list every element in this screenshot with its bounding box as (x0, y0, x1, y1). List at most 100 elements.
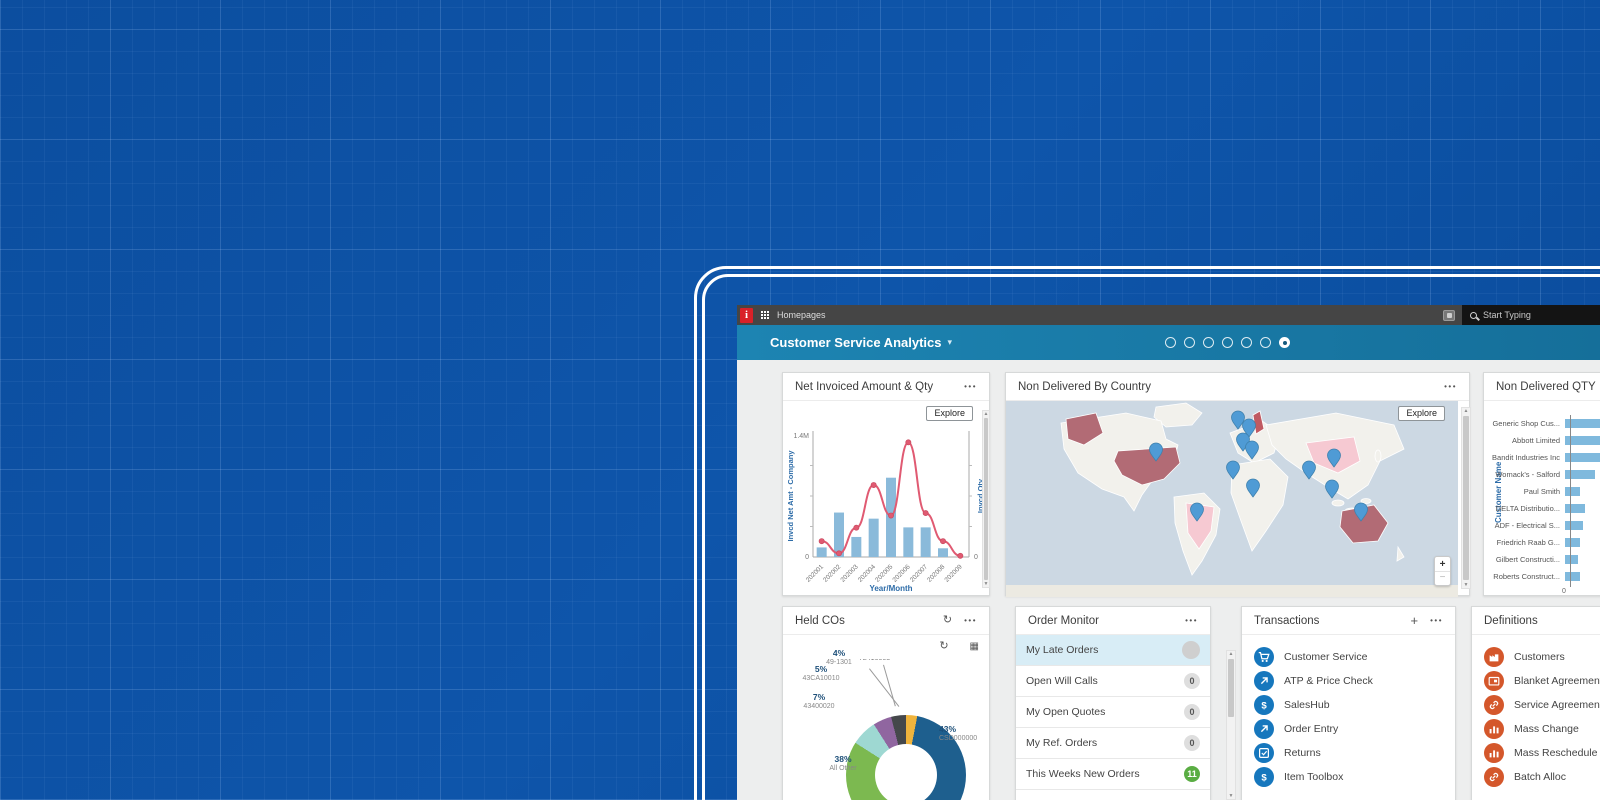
ellipsis-menu-icon[interactable] (1430, 615, 1443, 626)
svg-text:0: 0 (805, 554, 809, 561)
qty-bar (1565, 555, 1578, 564)
qty-bar (1565, 538, 1580, 547)
list-item[interactable]: $ Item Toolbox (1254, 765, 1373, 789)
order-monitor-row[interactable]: This Weeks New Orders 11 (1016, 759, 1210, 790)
map-pin[interactable] (1149, 442, 1163, 462)
qty-row: Generic Shop Cus... (1484, 415, 1600, 432)
widget-order-monitor: Order Monitor My Late Orders Open Will Ca… (1015, 606, 1211, 800)
calendar-icon[interactable] (970, 641, 979, 652)
list-item[interactable]: Blanket Agreements (1484, 669, 1600, 693)
list-item[interactable]: $ SalesHub (1254, 693, 1373, 717)
arrow-up-right-icon (1254, 671, 1274, 691)
widget-scrollbar[interactable] (982, 410, 990, 588)
cart-icon (1254, 647, 1274, 667)
search-box[interactable] (1462, 305, 1600, 325)
carousel-dot[interactable] (1260, 337, 1271, 348)
list-item[interactable]: Customer Service (1254, 645, 1373, 669)
order-monitor-row[interactable]: My Open Quotes 0 (1016, 697, 1210, 728)
svg-text:1.4M: 1.4M (793, 433, 809, 440)
svg-text:202007: 202007 (909, 563, 930, 584)
qty-bar (1565, 419, 1600, 428)
widget-transactions: Transactions Customer Service ATP & Price… (1241, 606, 1456, 800)
list-item[interactable]: Order Entry (1254, 717, 1373, 741)
map-pin[interactable] (1226, 460, 1240, 480)
plus-icon[interactable] (1411, 614, 1419, 628)
qty-row: ADF - Electrical S... (1484, 517, 1600, 534)
widget-title: Non Delivered By Country (1018, 380, 1151, 393)
map-pin[interactable] (1327, 448, 1341, 468)
qty-bar (1565, 521, 1583, 530)
search-input[interactable] (1483, 310, 1583, 320)
ellipsis-menu-icon[interactable] (964, 615, 977, 626)
order-monitor-row[interactable]: Open Will Calls 0 (1016, 666, 1210, 697)
map-pin[interactable] (1245, 440, 1259, 460)
map-pin[interactable] (1231, 410, 1245, 430)
map-pin[interactable] (1325, 479, 1339, 499)
order-row-label: My Open Quotes (1026, 706, 1106, 718)
camera-icon[interactable] (1443, 309, 1455, 321)
carousel-dot[interactable] (1203, 337, 1214, 348)
carousel-dot[interactable] (1184, 337, 1195, 348)
widget-title: Held COs (795, 614, 845, 627)
list-item[interactable]: Batch Alloc (1484, 765, 1600, 789)
list-item-label: Returns (1284, 747, 1321, 759)
donut-label: 43% CSD000000 (939, 724, 978, 742)
map-pin[interactable] (1354, 502, 1368, 522)
refresh-icon[interactable] (939, 641, 948, 652)
svg-text:0: 0 (974, 554, 978, 561)
donut-label: 7% 43400020 (803, 692, 835, 710)
svg-text:202002: 202002 (822, 563, 843, 584)
qty-category-label: Bandit Industries Inc (1492, 453, 1560, 462)
list-item[interactable]: Customers (1484, 645, 1600, 669)
list-item-label: Customer Service (1284, 651, 1368, 663)
carousel-dot[interactable] (1241, 337, 1252, 348)
dollar-icon: $ (1254, 695, 1274, 715)
svg-text:$: $ (1261, 773, 1267, 784)
world-map[interactable] (1006, 401, 1458, 597)
qty-category-label: ADF - Electrical S... (1494, 521, 1560, 530)
list-item[interactable]: Mass Reschedule (1484, 741, 1600, 765)
list-item[interactable]: Mass Change (1484, 717, 1600, 741)
zoom-out-button[interactable]: − (1439, 572, 1446, 583)
zoom-in-button[interactable]: + (1435, 557, 1450, 572)
list-item-label: Batch Alloc (1514, 771, 1566, 783)
map-pin[interactable] (1190, 502, 1204, 522)
list-item[interactable]: Returns (1254, 741, 1373, 765)
explore-button[interactable]: Explore (1398, 406, 1445, 421)
map-pin[interactable] (1302, 460, 1316, 480)
list-item[interactable]: ATP & Price Check (1254, 669, 1373, 693)
refresh-icon[interactable] (943, 615, 952, 626)
qty-row: Paul Smith (1484, 483, 1600, 500)
list-item[interactable]: Service Agreements (1484, 693, 1600, 717)
qty-row: Bandit Industries Inc (1484, 449, 1600, 466)
arrow-up-right-icon (1254, 719, 1274, 739)
app-launcher-icon[interactable] (761, 311, 769, 319)
qty-row: DELTA Distributio... (1484, 500, 1600, 517)
ellipsis-menu-icon[interactable] (964, 381, 977, 392)
order-monitor-row[interactable]: My Ref. Orders 0 (1016, 728, 1210, 759)
explore-button[interactable]: Explore (926, 406, 973, 421)
product-area-label[interactable]: Homepages (777, 310, 826, 320)
held-cos-donut-chart (846, 715, 966, 800)
qty-category-label: Gilbert Constructi... (1495, 555, 1560, 564)
widget-definitions: Definitions Customers Blanket Agreements S… (1471, 606, 1600, 800)
map-pin[interactable] (1246, 478, 1260, 498)
carousel-dot[interactable] (1222, 337, 1233, 348)
count-badge: 11 (1184, 766, 1200, 782)
map-pin[interactable] (1242, 418, 1256, 438)
ellipsis-menu-icon[interactable] (1444, 381, 1457, 392)
carousel-dot-active[interactable] (1279, 337, 1290, 348)
list-item-label: Blanket Agreements (1514, 675, 1600, 687)
donut-label: 72410003 (859, 659, 923, 668)
ellipsis-menu-icon[interactable] (1185, 615, 1198, 626)
order-monitor-row[interactable]: My Late Orders (1016, 635, 1210, 666)
carousel-dot[interactable] (1165, 337, 1176, 348)
widget-scrollbar[interactable] (1461, 407, 1471, 589)
count-badge: 0 (1184, 704, 1200, 720)
widget-scrollbar[interactable] (1226, 650, 1236, 800)
chevron-down-icon[interactable]: ▾ (947, 337, 953, 347)
qty-category-label: Generic Shop Cus... (1492, 419, 1560, 428)
count-badge (1182, 641, 1200, 659)
page-title[interactable]: Customer Service Analytics (770, 335, 942, 350)
app-screen: i Homepages Customer Service Analytics ▾… (737, 305, 1600, 800)
